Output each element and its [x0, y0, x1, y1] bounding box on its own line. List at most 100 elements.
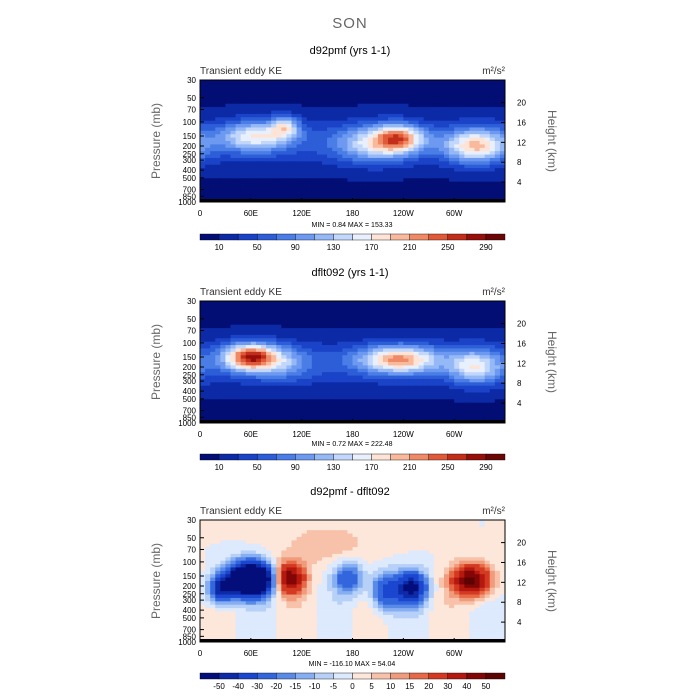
heatmap-cell: [200, 395, 206, 400]
heatmap-cell: [220, 314, 226, 319]
heatmap-cell: [474, 328, 480, 332]
heatmap-cell: [444, 341, 450, 346]
heatmap-cell: [408, 191, 414, 196]
heatmap-cell: [250, 530, 257, 534]
heatmap-cell: [316, 355, 323, 360]
heatmap-cell: [332, 301, 338, 305]
heatmap-cell: [393, 385, 399, 390]
page-title: SON: [332, 15, 368, 32]
heatmap-cell: [261, 157, 267, 162]
heatmap-cell: [433, 328, 440, 332]
heatmap-cell: [261, 96, 267, 101]
heatmap-cell: [347, 362, 353, 366]
heatmap-cell: [271, 416, 277, 421]
heatmap-cell: [403, 543, 409, 548]
heatmap-cell: [296, 168, 303, 172]
heatmap-cell: [266, 83, 272, 88]
heatmap-cell: [438, 151, 445, 155]
heatmap-cell: [367, 113, 374, 118]
heatmap-cell: [261, 124, 267, 128]
heatmap-cell: [489, 368, 496, 373]
heatmap-cell: [220, 351, 226, 356]
heatmap-cell: [337, 412, 343, 417]
heatmap-cell: [464, 301, 470, 305]
heatmap-cell: [372, 127, 379, 132]
heatmap-cell: [347, 80, 353, 84]
heatmap-cell: [291, 137, 297, 142]
heatmap-cell: [474, 157, 480, 162]
colorbar-swatch: [276, 453, 296, 461]
heatmap-cell: [301, 90, 308, 94]
heatmap-cell: [235, 328, 242, 332]
heatmap-cell: [459, 157, 465, 162]
heatmap-cell: [311, 185, 318, 189]
heatmap-cell: [271, 358, 277, 363]
heatmap-cell: [479, 328, 486, 332]
heatmap-cell: [489, 191, 496, 196]
heatmap-cell: [433, 113, 440, 118]
heatmap-cell: [433, 157, 440, 162]
heatmap-cell: [306, 93, 313, 98]
heatmap-cell: [479, 334, 486, 339]
heatmap-cell: [408, 362, 414, 366]
heatmap-cell: [499, 348, 506, 353]
heatmap-cell: [296, 341, 303, 346]
heatmap-cell: [337, 127, 343, 132]
heatmap-cell: [357, 365, 364, 370]
heatmap-cell: [286, 348, 292, 353]
heatmap-cell: [286, 362, 292, 366]
heatmap-cell: [362, 134, 369, 139]
heatmap-cell: [225, 385, 231, 390]
lon-tick-label: 120W: [393, 209, 414, 218]
heatmap-cell: [281, 321, 287, 326]
heatmap-cell: [388, 406, 394, 410]
heatmap-cell: [372, 409, 379, 414]
heatmap-cell: [393, 348, 399, 353]
heatmap-cell: [296, 171, 303, 176]
heatmap-cell: [322, 100, 328, 105]
panel-1-colorbar: 10 50 90 130 170 210 250 290: [199, 233, 506, 252]
heatmap-cell: [322, 406, 328, 410]
pressure-tick-label: 700: [183, 407, 197, 416]
heatmap-cell: [291, 301, 297, 305]
heatmap-cell: [428, 399, 435, 404]
heatmap-cell: [286, 378, 292, 383]
heatmap-cell: [469, 168, 475, 172]
heatmap-cell: [291, 120, 297, 125]
heatmap-cell: [494, 110, 501, 115]
heatmap-cell: [281, 178, 287, 183]
heatmap-cell: [230, 103, 236, 108]
heatmap-cell: [423, 378, 430, 383]
heatmap-cell: [418, 399, 425, 404]
heatmap-cell: [281, 151, 287, 155]
heatmap-cell: [433, 195, 440, 200]
heatmap-cell: [342, 409, 348, 414]
heatmap-cell: [383, 154, 389, 159]
heatmap-cell: [291, 86, 297, 91]
heatmap-cell: [230, 547, 236, 551]
heatmap-cell: [372, 412, 379, 417]
heatmap-cell: [383, 191, 389, 196]
heatmap-cell: [444, 345, 450, 349]
heatmap-cell: [398, 526, 404, 531]
heatmap-cell: [311, 530, 318, 534]
heatmap-cell: [464, 526, 470, 531]
heatmap-cell: [306, 382, 313, 387]
heatmap-cell: [388, 382, 394, 387]
heatmap-cell: [205, 334, 211, 339]
heatmap-cell: [449, 389, 455, 393]
heatmap-cell: [225, 161, 231, 166]
heatmap-cell: [281, 392, 287, 397]
colorbar-swatch: [314, 453, 334, 461]
heatmap-cell: [306, 392, 313, 397]
heatmap-cell: [372, 317, 379, 322]
heatmap-cell: [459, 103, 465, 108]
heatmap-cell: [484, 141, 491, 145]
heatmap-cell: [255, 137, 262, 142]
heatmap-cell: [418, 154, 425, 159]
heatmap-cell: [357, 372, 364, 376]
heatmap-cell: [403, 331, 409, 336]
heatmap-cell: [438, 130, 445, 135]
heatmap-cell: [225, 174, 231, 179]
heatmap-cell: [215, 355, 221, 360]
